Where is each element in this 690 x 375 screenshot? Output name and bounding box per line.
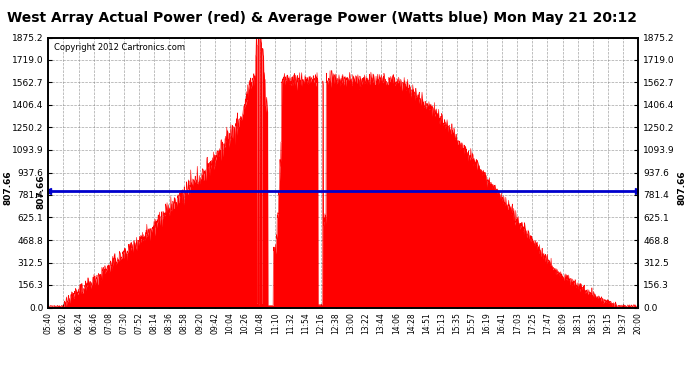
Text: 807.66: 807.66 <box>678 170 687 205</box>
Text: 807.66: 807.66 <box>37 174 46 208</box>
Text: Copyright 2012 Cartronics.com: Copyright 2012 Cartronics.com <box>55 43 185 52</box>
Text: West Array Actual Power (red) & Average Power (Watts blue) Mon May 21 20:12: West Array Actual Power (red) & Average … <box>7 11 637 25</box>
Text: 807.66: 807.66 <box>3 170 12 205</box>
